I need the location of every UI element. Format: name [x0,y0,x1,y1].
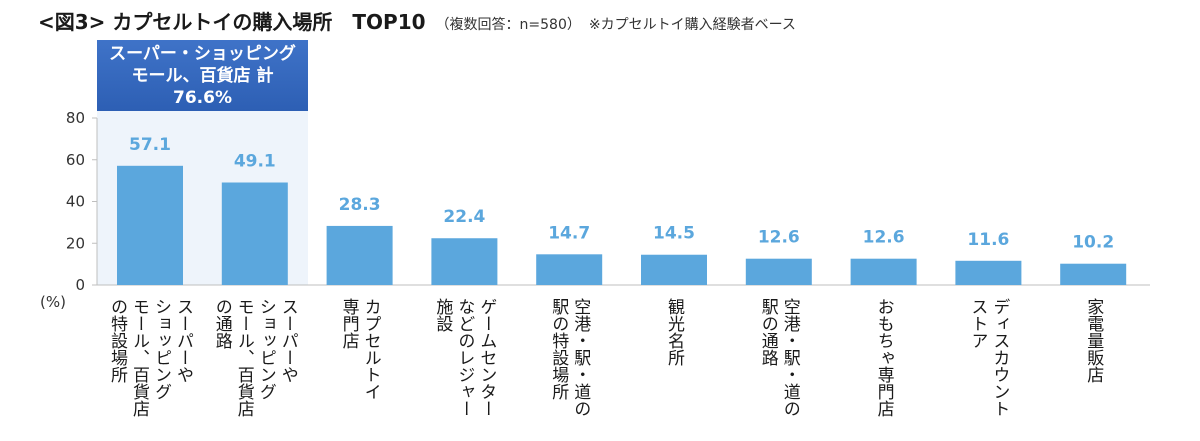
bar-value-label: 22.4 [443,207,485,227]
x-tick-label: 空港・駅・道の 駅の通路 [757,298,800,417]
x-tick-label: おもちゃ専門店 [873,298,894,417]
bar-value-label: 57.1 [129,135,171,155]
x-tick-label: ディスカウント ストア [967,298,1010,417]
y-tick-label: 20 [66,234,85,252]
bar-value-label: 11.6 [967,230,1009,250]
bar [326,225,393,285]
bar [536,254,603,285]
chart-subtitle: （複数回答：n=580） [435,17,581,33]
bar [955,260,1022,285]
bar [117,165,183,285]
chart-note: ※カプセルトイ購入経験者ベース [588,17,796,33]
bar-value-label: 10.2 [1072,233,1114,253]
x-tick-label: スーパーや ショッピング モール、百貨店 の通路 [211,298,298,417]
bar-value-label: 14.5 [653,224,695,244]
bar-value-label: 28.3 [339,195,381,215]
x-tick-label: スーパーや ショッピング モール、百貨店 の特設場所 [107,298,193,417]
bar [641,254,707,285]
bar [221,182,288,285]
callout-line-1: スーパー・ショッピング [109,43,296,64]
bar [850,258,917,285]
y-tick-label: 40 [66,193,85,211]
callout-line-3: 76.6% [173,87,232,108]
y-tick-label: 0 [75,276,85,294]
y-tick-label: 60 [66,151,85,169]
chart-title: <図3> カプセルトイの購入場所 TOP10 [38,10,426,34]
bar-value-label: 49.1 [234,152,276,172]
x-tick-label: ゲームセンター などのレジャー 施設 [432,298,497,417]
chart-title-row: <図3> カプセルトイの購入場所 TOP10 （複数回答：n=580） ※カプセルト… [38,6,796,35]
y-tick-label: 80 [66,109,85,127]
x-tick-label: 観光名所 [664,298,684,366]
x-tick-label: 家電量販店 [1083,298,1104,383]
x-tick-label: カプセルトイ 専門店 [338,298,381,400]
highlight-callout: スーパー・ショッピング モール、百貨店 計 76.6% [97,40,308,111]
callout-line-2: モール、百貨店 計 [131,65,274,86]
bar-value-label: 12.6 [758,228,800,248]
bar-value-label: 14.7 [548,223,590,243]
bar-value-label: 12.6 [863,228,905,248]
bar [1060,263,1127,285]
bar [431,238,498,285]
bar [745,258,812,285]
y-axis-unit-label: (%) [40,293,66,311]
x-tick-label: 空港・駅・道の 駅の特設場所 [548,298,591,417]
